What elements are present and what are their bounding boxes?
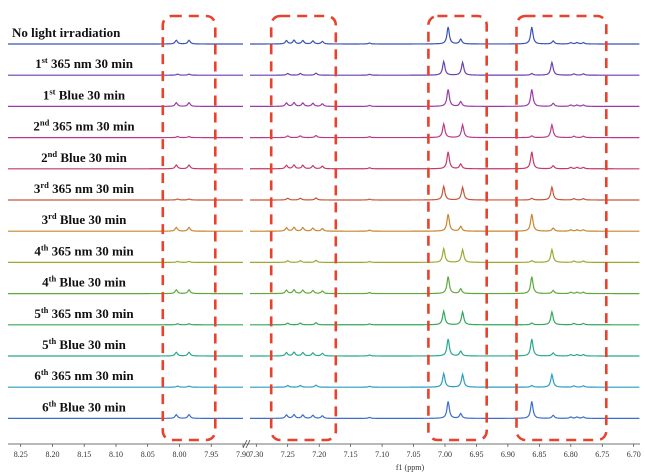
spectrum-trace-7 [8, 213, 640, 232]
highlight-region-2 [269, 14, 338, 442]
spectrum-label-7: 3rd Blue 30 min [42, 211, 127, 227]
x-tick-label: 7.10 [375, 450, 389, 459]
spectrum-label-2: 1st 365 nm 30 min [35, 55, 134, 71]
x-tick-label: 6.80 [564, 450, 578, 459]
x-tick-label: 6.70 [627, 450, 641, 459]
spectra-layer [8, 26, 640, 419]
spectrum-trace-9 [8, 276, 640, 295]
x-tick-label: 7.05 [407, 450, 421, 459]
x-tick-label: 8.15 [77, 450, 91, 459]
x-axis-ticks: 8.25 8.20 8.15 8.10 8.05 8.00 7.95 7.90 7.30 7.25… [14, 444, 641, 459]
highlight-region-3 [427, 14, 488, 442]
spectrum-trace-1 [8, 26, 640, 45]
x-tick-label: 7.25 [281, 450, 295, 459]
spectrum-trace-12 [8, 371, 640, 388]
x-tick-label: 8.05 [141, 450, 155, 459]
x-tick-label: 6.90 [501, 450, 515, 459]
spectrum-label-6: 3rd 365 nm 30 min [34, 180, 135, 196]
x-tick-label: 8.25 [14, 450, 28, 459]
spectrum-label-12: 6th 365 nm 30 min [34, 367, 134, 383]
x-axis: 8.25 8.20 8.15 8.10 8.05 8.00 7.95 7.90 7.30 7.25… [8, 439, 641, 472]
highlight-region-1 [161, 14, 217, 442]
spectrum-trace-5 [8, 151, 640, 170]
x-tick-label: 7.20 [312, 450, 326, 459]
x-tick-label: 6.95 [470, 450, 484, 459]
spectrum-trace-13 [8, 401, 640, 419]
x-tick-label: 7.00 [438, 450, 452, 459]
highlight-region-4 [515, 14, 608, 442]
highlight-regions [161, 14, 608, 442]
spectrum-trace-11 [8, 338, 640, 357]
x-tick-label: 6.75 [595, 450, 609, 459]
spectrum-trace-8 [8, 246, 640, 263]
spectrum-trace-2 [8, 59, 640, 76]
x-tick-label: 7.15 [344, 450, 358, 459]
axis-break-mark [242, 439, 251, 449]
x-tick-label: 7.95 [204, 450, 218, 459]
spectrum-trace-4 [8, 121, 640, 139]
spectrum-label-9: 4th Blue 30 min [42, 274, 127, 290]
x-axis-title: f1 (ppm) [396, 463, 425, 472]
spectrum-label-11: 5th Blue 30 min [42, 336, 127, 352]
spectrum-label-3: 1st Blue 30 min [43, 86, 126, 102]
spectrum-label-8: 4th 365 nm 30 min [34, 242, 134, 258]
spectrum-label-13: 6th Blue 30 min [42, 398, 127, 414]
x-tick-label: 8.20 [46, 450, 60, 459]
spectrum-label-4: 2nd 365 nm 30 min [33, 118, 135, 134]
spectrum-label-5: 2nd Blue 30 min [41, 149, 127, 165]
spectrum-trace-10 [8, 308, 640, 326]
x-tick-label: 8.10 [109, 450, 123, 459]
spectrum-label-10: 5th 365 nm 30 min [34, 305, 134, 321]
x-tick-label: 8.00 [173, 450, 187, 459]
x-tick-label: 7.90 [236, 450, 250, 459]
spectrum-label-1: No light irradiation [12, 25, 121, 40]
x-tick-label: 6.85 [532, 450, 546, 459]
x-tick-label: 7.30 [249, 450, 263, 459]
spectrum-trace-3 [8, 89, 640, 107]
spectrum-labels: No light irradiation 1st 365 nm 30 min 1st… [12, 25, 135, 414]
spectrum-trace-6 [8, 184, 640, 201]
